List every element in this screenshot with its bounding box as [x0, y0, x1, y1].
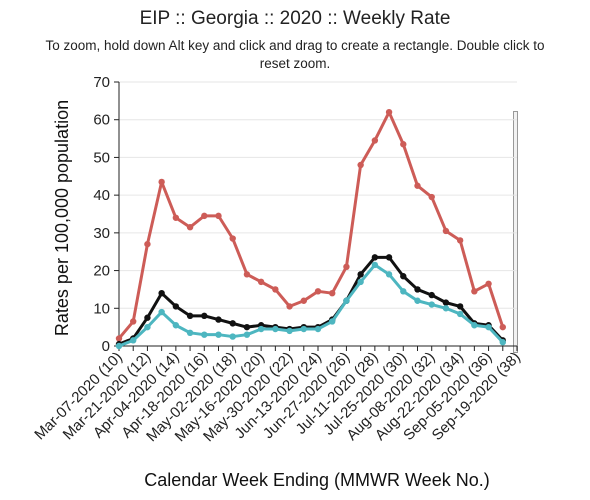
data-point[interactable]: [257, 325, 265, 333]
data-point[interactable]: [456, 237, 464, 244]
y-tick-label: 50: [93, 149, 110, 166]
y-tick-label: 40: [93, 187, 110, 204]
data-point[interactable]: [456, 310, 464, 318]
data-point[interactable]: [144, 323, 151, 331]
data-point[interactable]: [172, 303, 180, 310]
chart-title: EIP :: Georgia :: 2020 :: Weekly Rate: [139, 8, 451, 29]
data-point[interactable]: [471, 322, 478, 329]
data-point[interactable]: [130, 337, 137, 344]
data-point[interactable]: [215, 316, 222, 323]
data-point[interactable]: [499, 323, 506, 331]
data-point[interactable]: [201, 212, 208, 220]
x-axis-title: Calendar Week Ending (MMWR Week No.): [144, 470, 489, 490]
data-point[interactable]: [343, 263, 350, 270]
data-point[interactable]: [172, 214, 180, 221]
series-layer[interactable]: [115, 108, 506, 350]
data-point[interactable]: [471, 288, 478, 295]
data-point[interactable]: [257, 278, 265, 286]
data-point[interactable]: [186, 224, 194, 231]
data-point[interactable]: [329, 290, 336, 297]
data-point[interactable]: [215, 331, 222, 338]
data-point[interactable]: [371, 261, 379, 269]
data-point[interactable]: [243, 323, 251, 331]
series-line-3[interactable]: [118, 263, 504, 348]
data-point[interactable]: [499, 339, 506, 346]
data-point[interactable]: [357, 278, 364, 286]
data-point[interactable]: [385, 254, 393, 261]
data-point[interactable]: [485, 323, 492, 331]
data-point[interactable]: [144, 240, 151, 248]
data-point[interactable]: [357, 271, 364, 278]
y-axis-title: Rates per 100,000 population: [52, 100, 72, 336]
data-point[interactable]: [300, 297, 307, 304]
data-point[interactable]: [229, 235, 236, 242]
data-point[interactable]: [229, 333, 236, 340]
data-point[interactable]: [215, 212, 222, 220]
data-point[interactable]: [229, 320, 236, 327]
data-point[interactable]: [485, 280, 492, 287]
data-point[interactable]: [243, 271, 251, 278]
zoom-scrollbar[interactable]: [513, 111, 518, 353]
series-line-2[interactable]: [118, 255, 504, 346]
data-point[interactable]: [442, 305, 450, 312]
data-point[interactable]: [371, 254, 379, 261]
y-tick-label: 70: [93, 74, 110, 91]
data-point[interactable]: [272, 325, 279, 333]
data-point[interactable]: [442, 299, 450, 306]
data-point[interactable]: [130, 318, 137, 325]
data-point[interactable]: [428, 193, 435, 201]
data-point[interactable]: [314, 288, 322, 295]
y-axis: 0 10 20 30 40 50 60 70: [93, 74, 120, 355]
data-point[interactable]: [158, 290, 165, 297]
data-point[interactable]: [186, 329, 194, 336]
grid-lines: [119, 81, 517, 347]
data-point[interactable]: [428, 301, 435, 308]
data-point[interactable]: [201, 312, 208, 320]
data-point[interactable]: [158, 178, 165, 186]
data-point[interactable]: [456, 303, 464, 310]
data-point[interactable]: [385, 108, 393, 116]
data-point[interactable]: [300, 325, 307, 333]
data-point[interactable]: [115, 342, 123, 350]
data-point[interactable]: [343, 297, 350, 304]
chart-subtitle: To zoom, hold down Alt key and click and…: [45, 38, 545, 71]
data-point[interactable]: [286, 303, 293, 310]
data-point[interactable]: [115, 335, 123, 342]
data-point[interactable]: [400, 288, 407, 295]
y-tick-label: 20: [93, 263, 110, 280]
data-point[interactable]: [371, 137, 379, 144]
y-tick-label: 30: [93, 225, 110, 242]
data-point[interactable]: [144, 314, 151, 321]
data-point[interactable]: [186, 312, 194, 320]
data-point[interactable]: [286, 327, 293, 335]
data-point[interactable]: [172, 322, 180, 329]
x-axis: Mar-07-2020 (10)Mar-21-2020 (12)Apr-04-2…: [31, 345, 524, 445]
data-point[interactable]: [428, 291, 435, 299]
data-point[interactable]: [414, 286, 421, 293]
y-tick-label: 60: [93, 112, 110, 129]
data-point[interactable]: [243, 331, 251, 338]
y-tick-label: 0: [102, 338, 110, 355]
data-point[interactable]: [414, 297, 421, 304]
data-point[interactable]: [272, 286, 279, 293]
data-point[interactable]: [442, 227, 450, 235]
data-point[interactable]: [158, 308, 165, 316]
data-point[interactable]: [329, 318, 336, 325]
data-point[interactable]: [414, 182, 421, 189]
y-tick-label: 10: [93, 300, 110, 317]
data-point[interactable]: [385, 271, 393, 278]
data-point[interactable]: [314, 325, 322, 333]
series-line-1[interactable]: [117, 110, 505, 340]
data-point[interactable]: [400, 141, 407, 148]
data-point[interactable]: [357, 161, 364, 169]
data-point[interactable]: [400, 273, 407, 280]
data-point[interactable]: [201, 331, 208, 338]
